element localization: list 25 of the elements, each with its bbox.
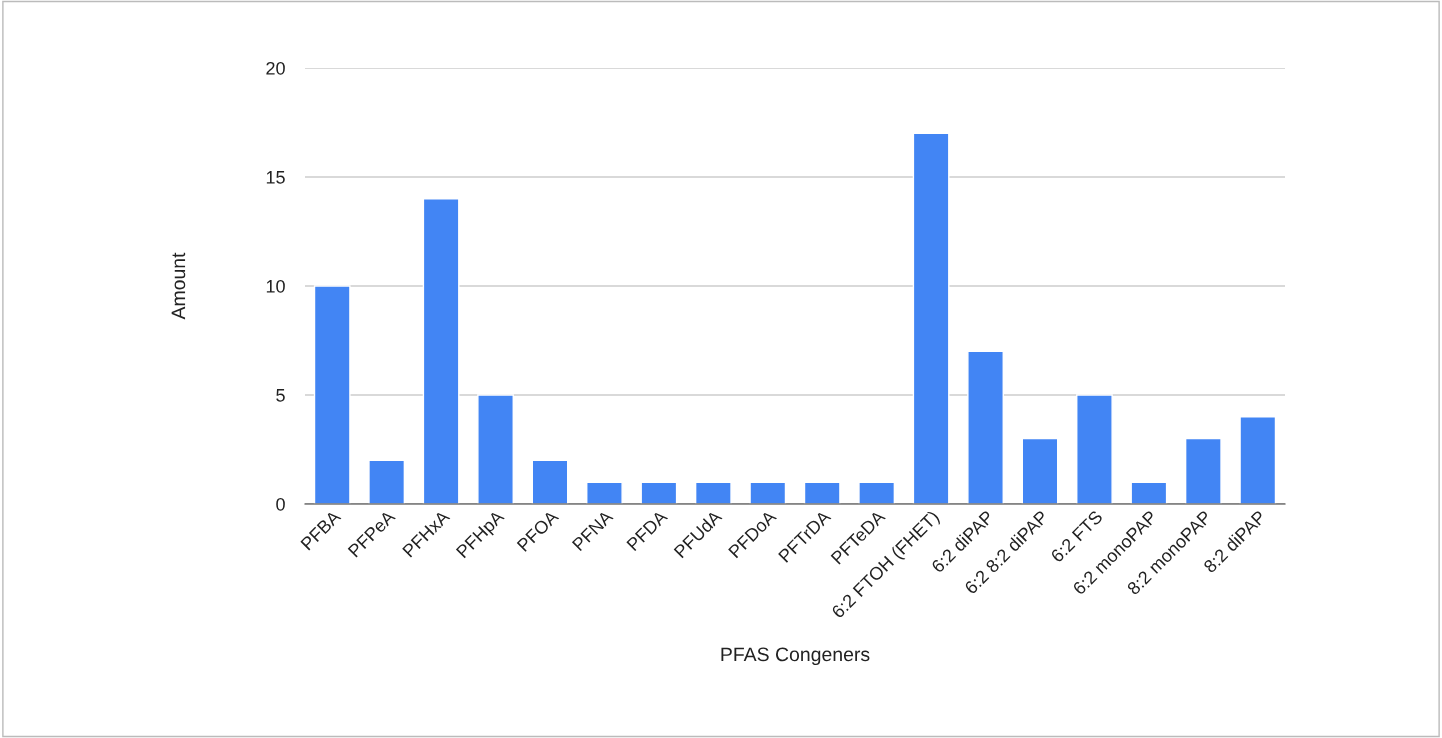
- x-axis-title: PFAS Congeners: [721, 647, 870, 666]
- bar: [858, 481, 896, 504]
- bar: [640, 481, 678, 504]
- bar: [1239, 416, 1277, 504]
- bar: [694, 481, 732, 504]
- bar: [368, 459, 406, 504]
- bar: [912, 132, 950, 504]
- y-axis-title: Amount: [171, 252, 186, 320]
- bar: [1184, 437, 1222, 504]
- y-tick-label: 10: [266, 279, 285, 293]
- bar: [586, 481, 623, 504]
- bar: [531, 459, 569, 504]
- bar: [967, 350, 1004, 504]
- bar: [313, 285, 351, 504]
- bar: [1076, 394, 1113, 504]
- y-tick-label: 5: [276, 389, 285, 402]
- bar: [1130, 481, 1168, 504]
- bar: [803, 481, 841, 504]
- y-tick-label: 0: [276, 497, 285, 511]
- bar: [749, 481, 787, 504]
- y-tick-label: 15: [266, 171, 285, 184]
- y-tick-label: 20: [266, 61, 285, 75]
- bar: [1021, 437, 1059, 504]
- bar: [477, 394, 514, 504]
- bar: [422, 198, 460, 504]
